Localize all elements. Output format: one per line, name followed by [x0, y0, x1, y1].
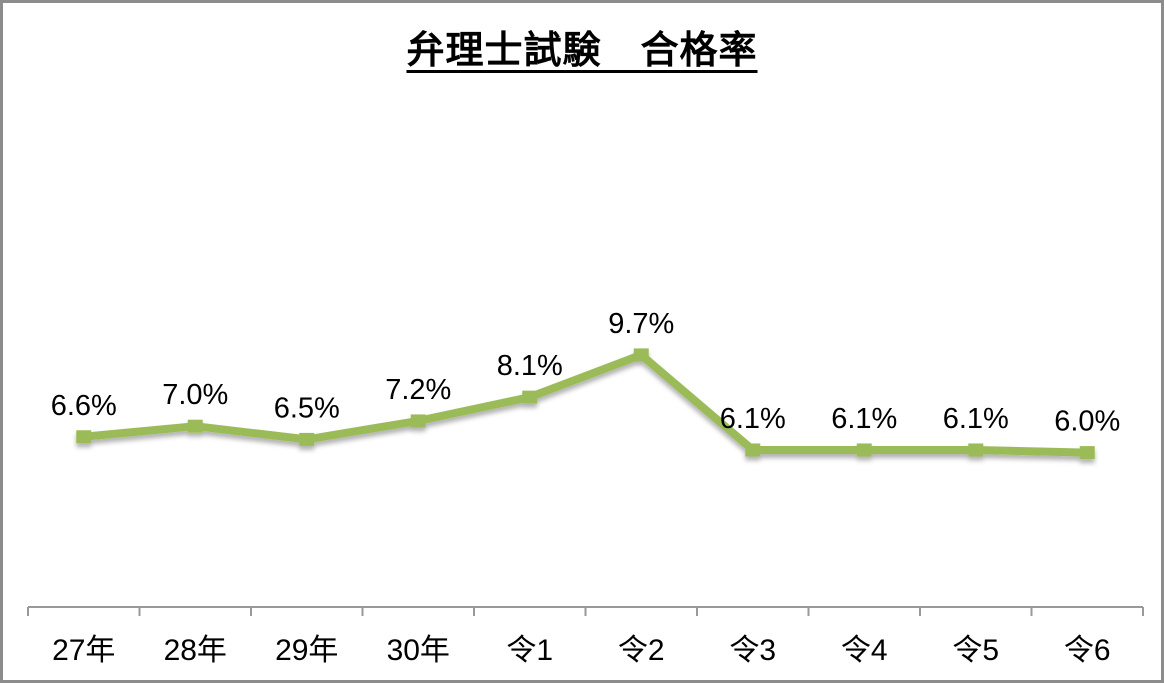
data-label: 9.7% — [608, 308, 674, 340]
x-axis-label: 令2 — [618, 634, 665, 667]
data-label: 6.1% — [943, 403, 1009, 435]
data-point-marker — [410, 414, 426, 428]
data-point-marker — [187, 419, 203, 433]
x-axis-label: 30年 — [387, 634, 450, 667]
data-point-marker — [1079, 446, 1095, 460]
x-axis-label: 27年 — [52, 634, 115, 667]
x-axis-label: 28年 — [164, 634, 227, 667]
x-axis-label: 29年 — [275, 634, 338, 667]
data-label: 6.6% — [51, 390, 117, 422]
data-point-marker — [968, 443, 984, 457]
series-line — [83, 350, 1088, 457]
data-label: 6.5% — [274, 392, 340, 424]
data-point-marker — [522, 390, 538, 404]
data-point-marker — [76, 430, 92, 444]
data-label: 7.2% — [385, 374, 451, 406]
data-label: 7.0% — [162, 379, 228, 411]
x-axis-label: 令3 — [729, 634, 776, 667]
data-point-marker — [856, 443, 872, 457]
series-group — [76, 348, 1095, 460]
x-axis-label: 令4 — [841, 634, 888, 667]
x-axis-label: 令5 — [952, 634, 999, 667]
chart-title-text: 弁理士試験 合格率 — [406, 30, 758, 72]
x-axis-label: 令6 — [1064, 634, 1111, 667]
x-axis-label: 令1 — [506, 634, 553, 667]
data-point-marker — [633, 348, 649, 362]
data-label: 6.1% — [831, 403, 897, 435]
chart-title: 弁理士試験 合格率 — [3, 19, 1161, 74]
data-label: 6.0% — [1054, 406, 1120, 438]
line-chart: 6.6% 7.0% 6.5% 7.2% 8.1% 9.7% 6.1% 6.1% 6.1% 6.0%… — [27, 308, 1144, 667]
data-point-marker — [745, 443, 761, 457]
data-label: 6.1% — [720, 403, 786, 435]
data-label: 8.1% — [497, 350, 563, 382]
data-point-marker — [299, 432, 315, 446]
